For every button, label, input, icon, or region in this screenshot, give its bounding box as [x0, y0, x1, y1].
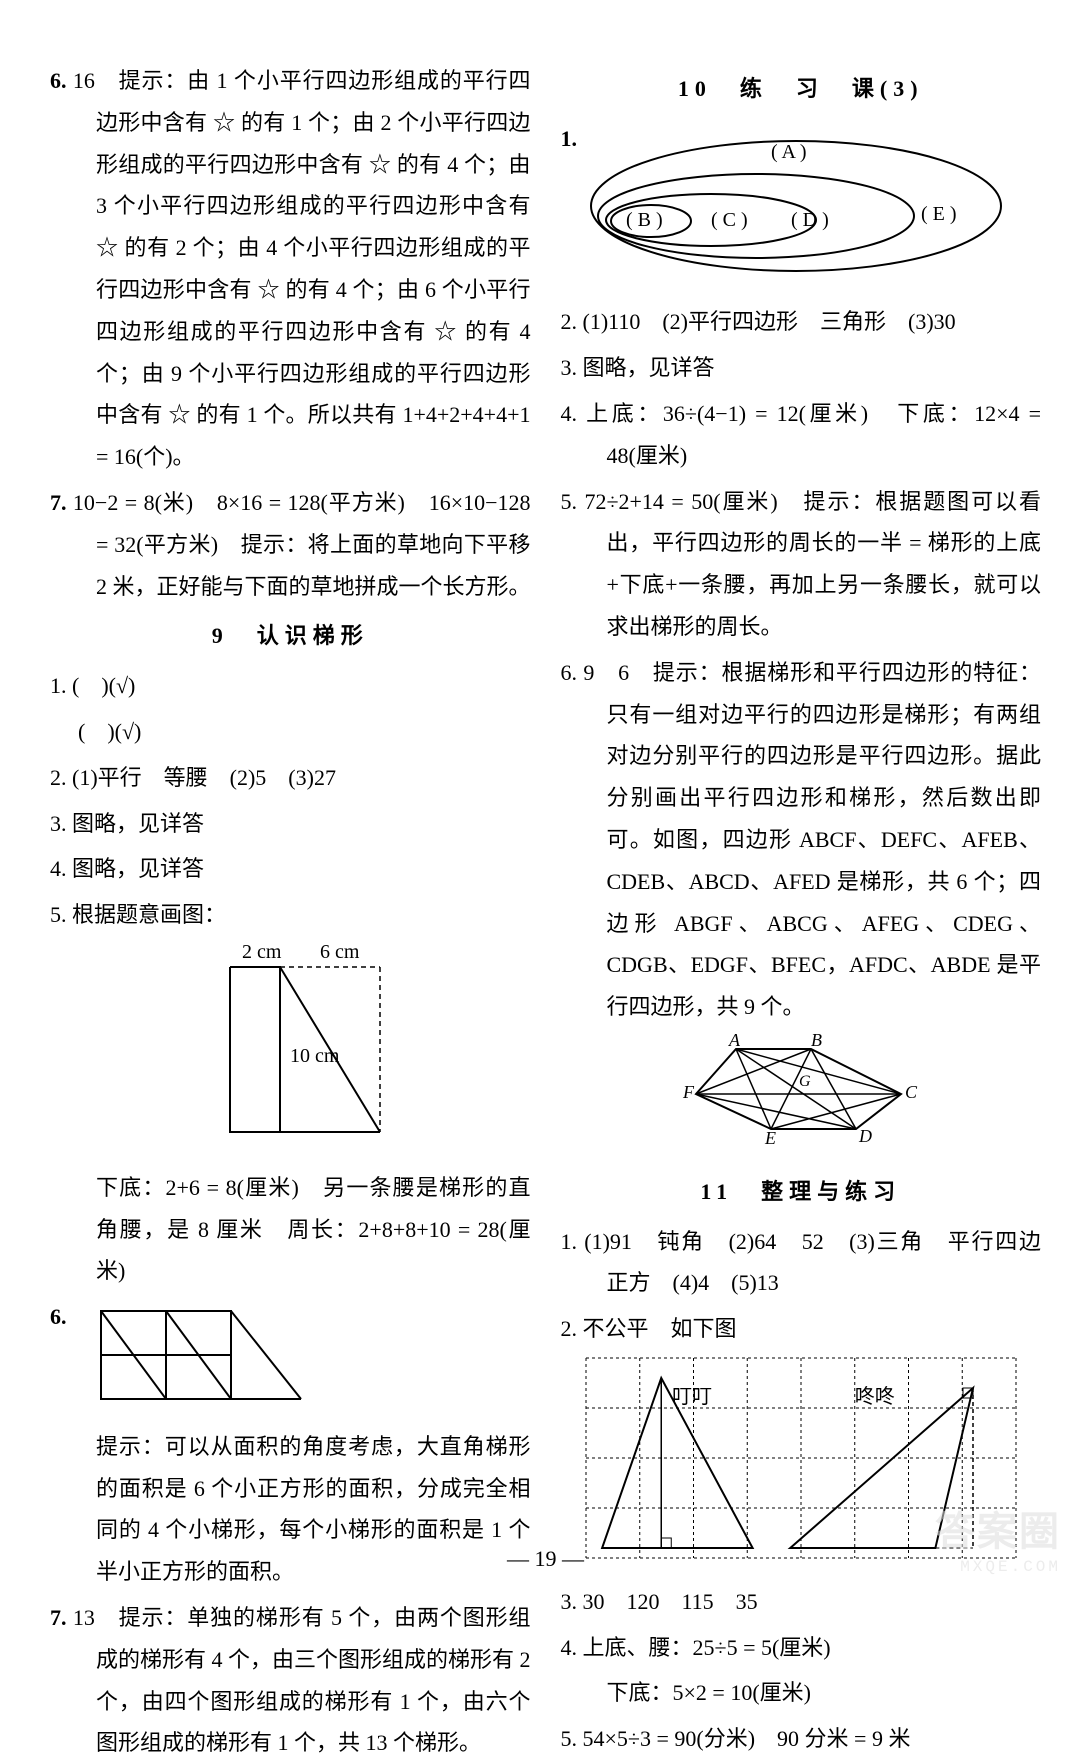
- left-q6: 6. 16 提示：由 1 个小平行四边形组成的平行四边形中含有 ☆ 的有 1 个…: [50, 60, 531, 478]
- r-q3: 3. 图略，见详答: [561, 347, 1042, 389]
- left-q7: 7. 10−2 = 8(米) 8×16 = 128(平方米) 16×10−128…: [50, 482, 531, 607]
- r-q6: 6. 9 6 提示：根据梯形和平行四边形的特征：只有一组对边平行的四边形是梯形；…: [561, 652, 1042, 1028]
- venn-diagram: ( A ) ( B ) ( C ) ( D ) ( E ): [561, 128, 1042, 292]
- svg-text:2 cm: 2 cm: [242, 942, 282, 963]
- svg-text:B: B: [811, 1034, 822, 1050]
- r-fig6: A B C D E F G: [561, 1034, 1042, 1163]
- s11-q5: 5. 54×5÷3 = 90(分米) 90 分米 = 9 米: [561, 1718, 1042, 1760]
- s9-q7: 7. 13 提示：单独的梯形有 5 个，由两个图形组成的梯形有 4 个，由三个图…: [50, 1597, 531, 1764]
- s11-q2: 2. 不公平 如下图: [561, 1308, 1042, 1350]
- s9-q3: 3. 图略，见详答: [50, 803, 531, 845]
- left-column: 6. 16 提示：由 1 个小平行四边形组成的平行四边形中含有 ☆ 的有 1 个…: [50, 60, 531, 1500]
- right-column: 10 练 习 课(3) 1. ( A ) ( B ) ( C ) ( D ) (…: [561, 60, 1042, 1500]
- s11-q4b: 下底：5×2 = 10(厘米): [561, 1672, 1042, 1714]
- svg-text:10 cm: 10 cm: [290, 1045, 340, 1067]
- s9-q5b: 下底：2+6 = 8(厘米) 另一条腰是梯形的直角腰，是 8 厘米 周长：2+8…: [50, 1167, 531, 1292]
- s9-q1a: 1. ( )(√): [50, 665, 531, 707]
- q-text: 10−2 = 8(米) 8×16 = 128(平方米) 16×10−128 = …: [73, 490, 531, 599]
- svg-text:G: G: [799, 1073, 811, 1090]
- svg-text:C: C: [905, 1082, 918, 1102]
- svg-text:D: D: [858, 1126, 872, 1146]
- s11-q4a: 4. 上底、腰：25÷5 = 5(厘米): [561, 1627, 1042, 1669]
- s9-q2: 2. (1)平行 等腰 (2)5 (3)27: [50, 757, 531, 799]
- svg-text:( B ): ( B ): [626, 209, 663, 231]
- svg-text:( D ): ( D ): [791, 209, 829, 231]
- s9-q4: 4. 图略，见详答: [50, 848, 531, 890]
- svg-text:A: A: [728, 1034, 741, 1050]
- s9-fig5: 2 cm 6 cm 10 cm: [50, 942, 531, 1161]
- q-num: 6.: [50, 68, 67, 93]
- q-text: 13 提示：单独的梯形有 5 个，由两个图形组成的梯形有 4 个，由三个图形组成…: [73, 1605, 531, 1755]
- page-number: — 19 —: [0, 1538, 1091, 1580]
- r-q5: 5. 72÷2+14 = 50(厘米) 提示：根据题图可以看出，平行四边形的周长…: [561, 481, 1042, 648]
- svg-text:( E ): ( E ): [921, 203, 957, 225]
- watermark-sub: MXQE.COM: [960, 1552, 1061, 1582]
- r-q4: 4. 上底：36÷(4−1) = 12(厘米) 下底：12×4 = 48(厘米): [561, 393, 1042, 477]
- section-11-title: 11 整理与练习: [561, 1171, 1042, 1213]
- s11-q3: 3. 30 120 115 35: [561, 1581, 1042, 1623]
- q-text: 16 提示：由 1 个小平行四边形组成的平行四边形中含有 ☆ 的有 1 个；由 …: [73, 68, 531, 469]
- r-q2: 2. (1)110 (2)平行四边形 三角形 (3)30: [561, 301, 1042, 343]
- section-10-title: 10 练 习 课(3): [561, 68, 1042, 110]
- s9-q5: 5. 根据题意画图：: [50, 894, 531, 936]
- section-9-title: 9 认识梯形: [50, 615, 531, 657]
- svg-text:6 cm: 6 cm: [320, 942, 360, 963]
- q-num: 7.: [50, 1605, 67, 1630]
- svg-text:E: E: [764, 1128, 776, 1148]
- svg-text:F: F: [682, 1082, 695, 1102]
- svg-text:( C ): ( C ): [711, 209, 748, 231]
- svg-text:( A ): ( A ): [771, 141, 807, 163]
- q-num: 7.: [50, 490, 67, 515]
- s9-fig6: [50, 1306, 531, 1420]
- svg-text:咚咚: 咚咚: [855, 1385, 895, 1408]
- s9-q1b: ( )(√): [50, 711, 531, 753]
- s11-q1: 1. (1)91 钝角 (2)64 52 (3)三角 平行四边 正方 (4)4 …: [561, 1221, 1042, 1305]
- svg-text:叮叮: 叮叮: [672, 1386, 712, 1408]
